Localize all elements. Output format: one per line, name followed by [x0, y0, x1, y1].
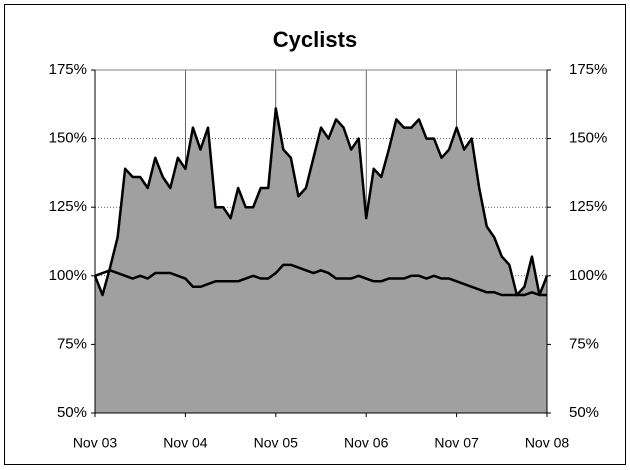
chart-title: Cyclists — [273, 27, 357, 52]
x-tick-label: Nov 07 — [434, 435, 479, 451]
y-tick-label: 50% — [57, 404, 87, 421]
line — [94, 263, 547, 297]
y-tick-label: 125% — [49, 198, 87, 215]
x-tick-label: Nov 04 — [163, 435, 208, 451]
y2-tick-label: 50% — [569, 404, 599, 421]
x-tick-label: Nov 06 — [344, 435, 389, 451]
y-tick-label: 175% — [49, 61, 87, 78]
x-tick-label: Nov 03 — [73, 435, 118, 451]
y2-tick-label: 75% — [569, 335, 599, 352]
y2-tick-label: 125% — [569, 198, 607, 215]
x-tick-label: Nov 05 — [254, 435, 299, 451]
area — [95, 108, 547, 413]
y2-tick-label: 100% — [569, 267, 607, 284]
y2-tick-label: 150% — [569, 130, 607, 147]
x-tick-label: Nov 08 — [525, 435, 570, 451]
y-tick-label: 150% — [49, 130, 87, 147]
y-tick-label: 100% — [49, 267, 87, 284]
y-tick-label: 75% — [57, 335, 87, 352]
line — [93, 107, 549, 297]
y2-tick-label: 175% — [569, 61, 607, 78]
